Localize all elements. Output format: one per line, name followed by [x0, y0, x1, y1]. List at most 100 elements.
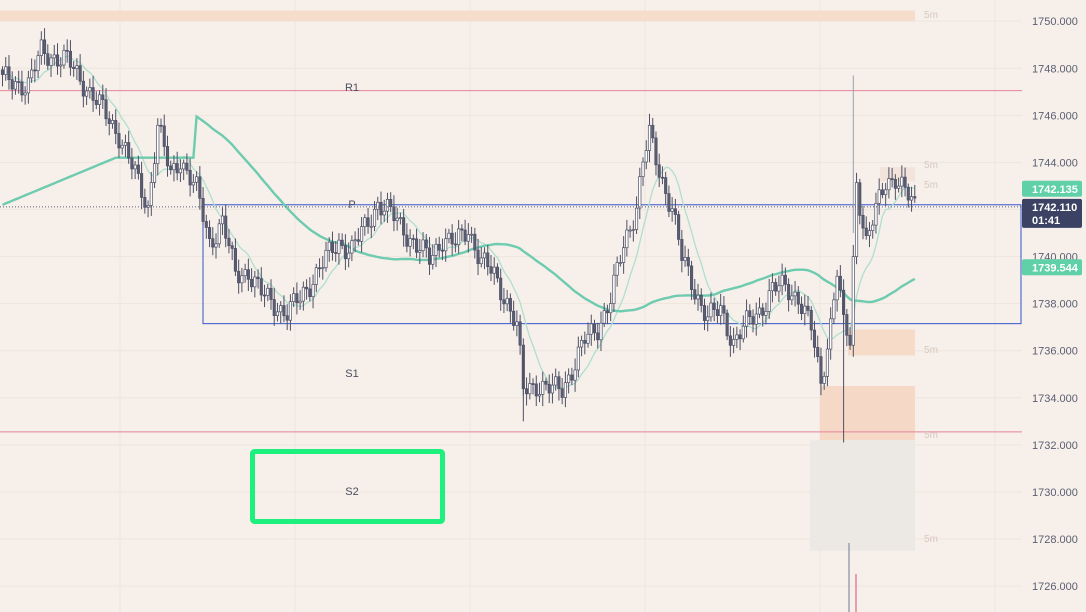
candle[interactable] [615, 256, 619, 287]
candle[interactable] [81, 70, 85, 108]
candle[interactable] [573, 358, 577, 392]
candle[interactable] [246, 258, 250, 292]
candle[interactable] [686, 248, 690, 276]
candle[interactable] [754, 302, 758, 336]
candle[interactable] [699, 288, 703, 313]
candle[interactable] [211, 227, 215, 256]
candle[interactable] [292, 287, 296, 307]
candle[interactable] [735, 326, 739, 349]
candle[interactable] [903, 167, 907, 197]
candle[interactable] [343, 234, 347, 271]
candle[interactable] [874, 192, 878, 234]
candle[interactable] [159, 118, 163, 133]
candle[interactable] [301, 281, 305, 311]
candle[interactable] [563, 371, 567, 408]
candle[interactable] [693, 279, 697, 305]
candle[interactable] [612, 264, 616, 312]
candle[interactable] [65, 39, 69, 63]
candle[interactable] [259, 267, 263, 302]
candle[interactable] [822, 371, 826, 390]
candle[interactable] [237, 259, 241, 294]
candle[interactable] [269, 279, 273, 310]
candle[interactable] [518, 314, 522, 355]
candle[interactable] [217, 218, 221, 248]
candle[interactable] [233, 238, 237, 276]
candle[interactable] [499, 268, 503, 311]
candle[interactable] [761, 303, 765, 327]
candle[interactable] [382, 199, 386, 222]
candle[interactable] [783, 267, 787, 292]
candle[interactable] [440, 238, 445, 261]
candle[interactable] [622, 236, 626, 274]
candle[interactable] [30, 58, 34, 83]
candle[interactable] [295, 282, 299, 315]
candle[interactable] [486, 244, 490, 276]
candle[interactable] [832, 292, 836, 325]
candle[interactable] [130, 148, 134, 180]
candle[interactable] [7, 55, 11, 90]
candle[interactable] [654, 131, 658, 176]
candle[interactable] [719, 293, 723, 325]
candle[interactable] [204, 214, 208, 239]
candle[interactable] [75, 58, 79, 80]
candle[interactable] [185, 153, 189, 175]
candle[interactable] [421, 232, 425, 258]
candle[interactable] [799, 296, 804, 321]
candle[interactable] [52, 44, 56, 66]
candle[interactable] [495, 263, 500, 283]
candle[interactable] [17, 70, 21, 94]
candle[interactable] [512, 300, 516, 331]
candle[interactable] [4, 57, 8, 81]
candle[interactable] [887, 167, 891, 199]
candle[interactable] [415, 228, 419, 259]
candle[interactable] [334, 241, 338, 262]
candle[interactable] [557, 371, 561, 401]
candle[interactable] [195, 171, 199, 191]
candle[interactable] [790, 284, 794, 306]
candle[interactable] [363, 214, 367, 236]
candle[interactable] [722, 296, 726, 325]
candle[interactable] [531, 378, 535, 395]
candle[interactable] [787, 278, 791, 312]
candle[interactable] [360, 217, 364, 253]
candle[interactable] [227, 228, 231, 254]
candle[interactable] [114, 109, 118, 145]
candle[interactable] [631, 220, 635, 242]
candle[interactable] [201, 187, 205, 226]
candle[interactable] [816, 335, 820, 363]
candle[interactable] [94, 91, 98, 110]
candle[interactable] [46, 44, 50, 70]
candle[interactable] [554, 368, 558, 391]
candle[interactable] [605, 304, 609, 325]
candle[interactable] [567, 368, 571, 394]
candle[interactable] [376, 196, 380, 221]
candle[interactable] [576, 336, 580, 378]
candle[interactable] [851, 244, 855, 357]
candle[interactable] [706, 305, 710, 332]
candle[interactable] [909, 186, 914, 212]
candle[interactable] [169, 160, 173, 175]
candle[interactable] [424, 234, 428, 258]
candle[interactable] [411, 234, 415, 250]
candle[interactable] [877, 178, 881, 215]
candle[interactable] [220, 207, 225, 235]
candle[interactable] [104, 88, 108, 126]
candle[interactable] [848, 327, 852, 350]
candle[interactable] [149, 171, 153, 216]
candle[interactable] [36, 50, 40, 78]
candle[interactable] [644, 140, 648, 170]
candle[interactable] [683, 245, 687, 267]
candle[interactable] [317, 258, 322, 278]
candle[interactable] [262, 284, 267, 308]
candle[interactable] [599, 311, 603, 352]
candle[interactable] [175, 151, 179, 181]
candle[interactable] [214, 233, 218, 259]
candle[interactable] [379, 191, 383, 225]
candle[interactable] [900, 165, 904, 198]
candle[interactable] [91, 75, 95, 112]
candle[interactable] [85, 86, 89, 106]
candle[interactable] [305, 279, 309, 300]
candle[interactable] [340, 233, 344, 250]
candle[interactable] [586, 322, 590, 348]
